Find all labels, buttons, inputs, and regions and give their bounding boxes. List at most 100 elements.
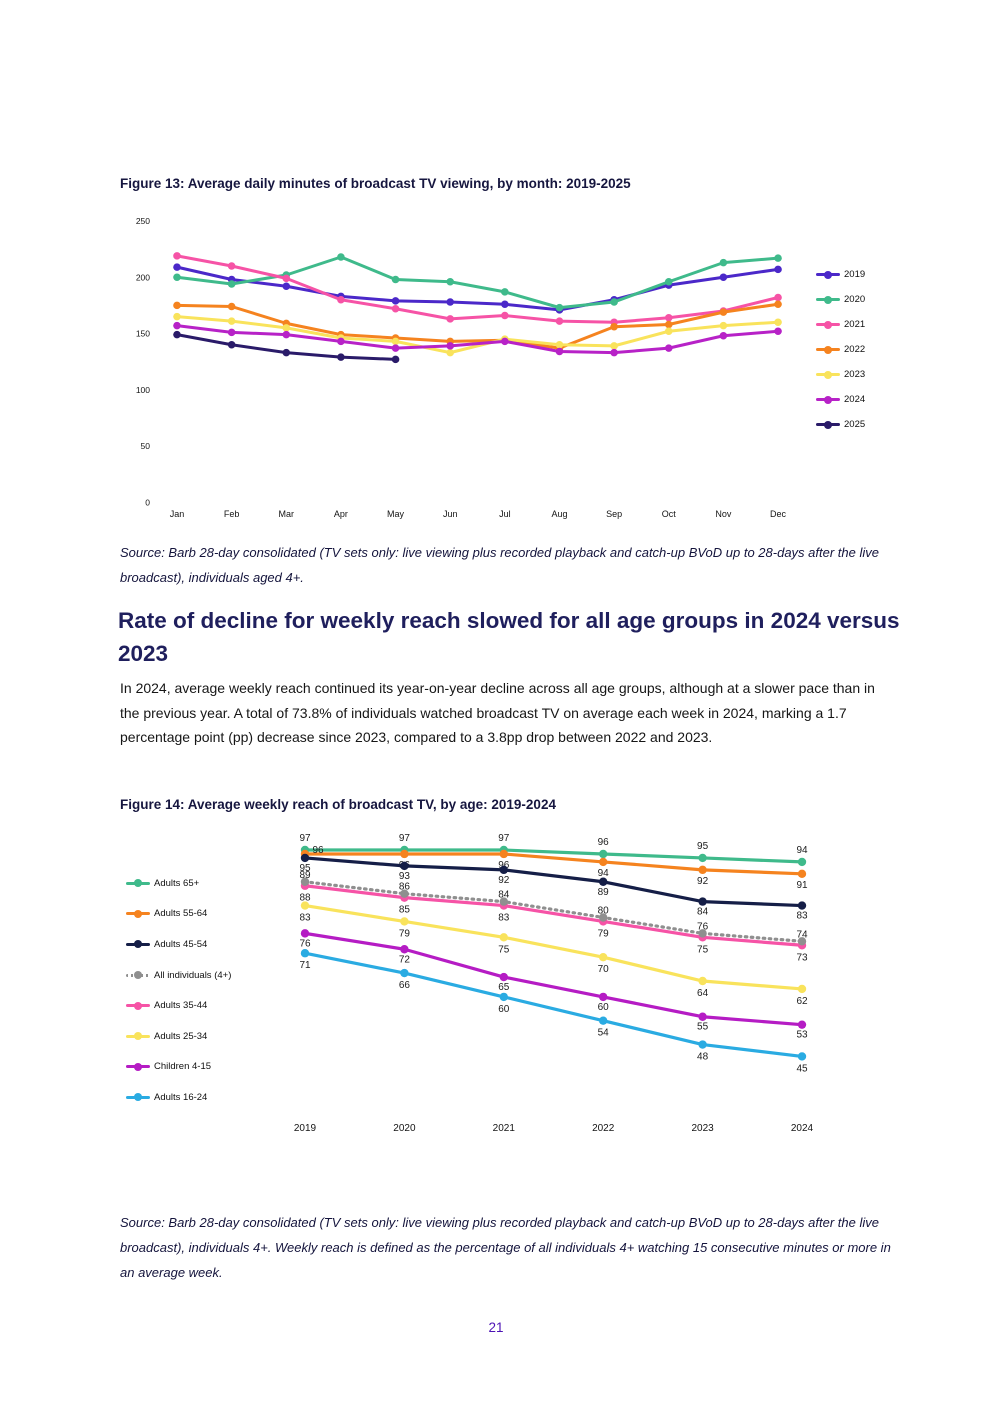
legend-label: 2022 [844,344,866,355]
y-tick-label: 50 [141,441,151,451]
legend-dot-icon [824,270,832,279]
x-tick-label: 2024 [791,1123,814,1134]
x-tick-label: Oct [662,509,677,519]
data-point [698,1012,707,1021]
legend-label: 2023 [844,369,866,380]
data-label: 70 [598,964,610,975]
x-tick-label: Jan [170,509,185,519]
legend-label: Adults 45-54 [154,938,208,950]
x-tick-label: Jun [443,509,458,519]
data-label: 76 [299,938,311,949]
data-point [698,929,707,938]
data-point [610,342,618,350]
data-point [173,321,181,330]
data-point [337,253,345,261]
x-tick-label: Feb [224,509,240,519]
data-label: 55 [697,1022,709,1033]
data-point [797,857,807,867]
data-point [797,984,807,994]
x-tick-label: 2021 [493,1123,516,1134]
data-point [797,901,807,910]
data-label: 83 [299,913,311,924]
data-label: 84 [697,907,709,918]
figure13-legend: 2019 2020 2021 2022 2023 2024 2025 [816,262,865,437]
data-label: 75 [697,944,709,955]
x-tick-label: Apr [334,509,348,519]
legend-dot-icon [824,345,832,354]
x-tick-label: 2023 [691,1123,714,1134]
data-point [610,322,618,331]
data-point [400,945,409,954]
legend-label: Adults 55-64 [154,908,208,920]
x-tick-label: 2019 [294,1123,317,1134]
x-tick-label: Aug [551,509,567,519]
data-point [797,1052,807,1061]
figure13-title: Figure 13: Average daily minutes of broa… [120,176,631,191]
data-label: 94 [796,845,808,856]
data-label: 97 [498,833,510,844]
legend-dot-icon [824,370,832,379]
legend-marker-icon [816,345,840,354]
data-label: 75 [498,944,510,955]
data-point [599,877,608,886]
legend-dot-icon [134,1093,142,1102]
data-point [446,298,455,306]
data-point [173,263,181,271]
legend-marker-icon [126,909,150,918]
x-tick-label: Dec [770,509,787,519]
data-point [300,929,310,938]
legend-item-2024: 2024 [816,387,865,412]
x-tick-label: Jul [499,509,511,519]
data-point [610,348,618,357]
legend-item-adults-65: Adults 65+ [126,868,231,899]
data-label: 84 [498,890,510,901]
data-point [300,877,310,886]
data-point [719,321,728,330]
data-point [501,300,509,309]
legend-dot-icon [824,320,832,329]
data-label: 88 [299,893,311,904]
data-point [501,288,509,296]
data-point [610,298,618,306]
series-line-2022 [175,302,780,350]
data-point [391,337,400,346]
page-number: 21 [488,1320,504,1335]
figure13-chart: 0 50 100 150 200 250 Jan Feb Mar Apr May Jun Jul Aug S… [136,216,787,519]
series-line-Adults 16-24 [303,951,804,1059]
series-line-Adults 35-44 [303,884,804,947]
data-point [501,337,509,346]
legend-marker-icon [126,1093,150,1102]
data-point [227,317,236,325]
section-body: In 2024, average weekly reach continued … [120,680,875,745]
y-tick-label: 100 [136,385,150,395]
data-point [698,1040,707,1049]
series-line-2021 [175,254,780,324]
figure14-legend: Adults 65+ Adults 55-64 Adults 45-54 All in… [126,868,231,1113]
figure14-title: Figure 14: Average weekly reach of broad… [120,797,556,812]
legend-marker-icon [126,1001,150,1010]
data-point [173,330,181,339]
legend-marker-icon [816,320,840,329]
series-line-All individuals (4+) [303,880,804,943]
data-point [391,355,400,364]
legend-dot-icon [824,295,832,304]
legend-label: Adults 35-44 [154,1000,208,1012]
series-line-Adults 65+ [303,848,804,864]
data-point [446,342,455,350]
data-point [300,853,310,863]
data-point [227,302,236,311]
data-point [400,968,409,978]
data-label: 93 [399,871,411,882]
legend-marker-icon [816,370,840,379]
data-point [719,331,728,340]
legend-dot-icon [134,971,142,980]
data-point [599,849,608,859]
data-point [391,297,400,305]
legend-marker-icon [126,1062,150,1071]
y-tick-label: 0 [145,497,150,507]
data-point [391,304,400,313]
legend-item-adults-45-54: Adults 45-54 [126,929,231,960]
data-point [664,313,673,322]
data-label: 83 [498,913,510,924]
y-tick-label: 250 [136,216,150,226]
